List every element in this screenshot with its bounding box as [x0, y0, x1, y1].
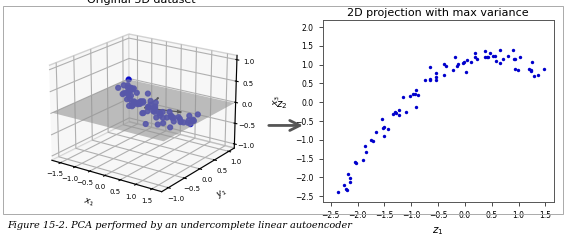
Title: Original 3D dataset: Original 3D dataset: [87, 0, 196, 5]
Point: [511, 67, 520, 71]
Point: [481, 49, 490, 53]
Point: [420, 78, 429, 82]
Point: [449, 68, 458, 72]
Point: [460, 61, 469, 64]
Point: [527, 68, 536, 72]
Point: [452, 64, 461, 68]
Point: [412, 88, 421, 92]
Point: [527, 60, 536, 64]
Point: [511, 57, 520, 61]
Point: [530, 74, 539, 78]
Y-axis label: $y_1$: $y_1$: [214, 185, 229, 200]
Point: [458, 61, 468, 65]
Point: [342, 188, 351, 192]
Point: [492, 59, 501, 63]
Point: [378, 117, 387, 121]
Point: [406, 94, 415, 98]
Point: [361, 150, 370, 154]
Point: [440, 73, 449, 77]
X-axis label: $z_1$: $z_1$: [432, 225, 444, 237]
Point: [508, 48, 517, 52]
Point: [383, 127, 392, 131]
Point: [410, 92, 419, 96]
Point: [510, 57, 519, 61]
Point: [426, 65, 435, 69]
Text: Figure 15-2. PCA performed by an undercomplete linear autoencoder: Figure 15-2. PCA performed by an underco…: [7, 221, 351, 231]
Point: [367, 138, 376, 142]
Point: [540, 67, 549, 71]
Point: [342, 187, 351, 191]
Point: [371, 130, 380, 134]
Point: [426, 77, 435, 81]
Point: [472, 57, 481, 61]
Point: [345, 176, 354, 180]
Point: [451, 55, 460, 59]
Title: 2D projection with max variance: 2D projection with max variance: [348, 8, 529, 17]
Point: [503, 54, 512, 58]
Point: [344, 172, 353, 176]
Point: [496, 48, 505, 52]
Point: [461, 70, 470, 74]
Point: [432, 75, 441, 79]
Point: [533, 73, 542, 77]
Point: [379, 126, 388, 130]
Point: [481, 55, 490, 59]
Point: [394, 108, 403, 111]
Point: [491, 54, 500, 58]
Point: [525, 67, 534, 71]
Point: [351, 161, 361, 165]
Point: [361, 144, 370, 148]
Point: [482, 56, 491, 60]
Point: [426, 77, 435, 81]
Point: [516, 55, 525, 59]
X-axis label: $x_1$: $x_1$: [82, 196, 96, 209]
Point: [333, 190, 342, 194]
Point: [470, 51, 479, 55]
Point: [398, 95, 408, 99]
Point: [485, 51, 494, 55]
Point: [441, 64, 451, 68]
Point: [391, 111, 400, 115]
Point: [483, 55, 492, 59]
Point: [395, 113, 404, 117]
Point: [369, 139, 378, 143]
Point: [340, 183, 349, 187]
Point: [431, 78, 440, 82]
Point: [466, 60, 475, 64]
Point: [413, 93, 422, 97]
Point: [431, 71, 440, 75]
Point: [495, 61, 504, 65]
Point: [470, 55, 479, 59]
Point: [489, 54, 498, 58]
Point: [359, 158, 368, 162]
Point: [440, 62, 449, 66]
Point: [463, 58, 472, 62]
Point: [526, 69, 535, 73]
Point: [513, 68, 522, 72]
Point: [409, 92, 418, 96]
Point: [391, 110, 400, 114]
Point: [401, 110, 410, 114]
Y-axis label: $z_2$: $z_2$: [276, 99, 287, 111]
Point: [380, 125, 389, 129]
Point: [350, 160, 359, 164]
Point: [345, 180, 354, 184]
Point: [454, 62, 463, 65]
Point: [499, 57, 508, 61]
Point: [379, 134, 388, 138]
Point: [388, 112, 397, 116]
Point: [411, 105, 420, 109]
